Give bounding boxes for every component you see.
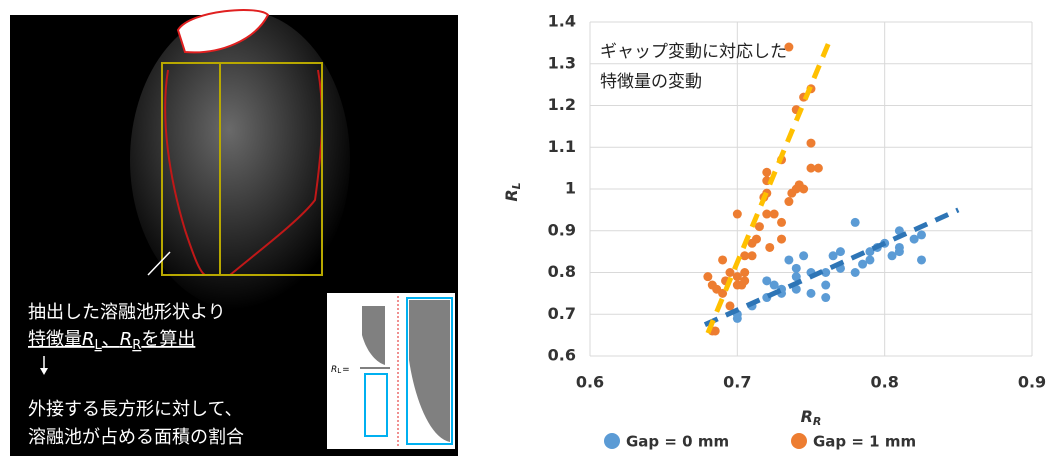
point — [807, 289, 816, 298]
point — [851, 218, 860, 227]
point — [851, 268, 860, 277]
point — [821, 293, 830, 302]
point — [807, 139, 816, 148]
point — [814, 164, 823, 173]
point — [765, 243, 774, 252]
point — [770, 210, 779, 219]
text: R — [120, 329, 133, 350]
caption-line: 外接する長方形に対して、 — [28, 399, 243, 420]
legend-label: Gap = 1 mm — [813, 433, 916, 451]
point — [784, 255, 793, 264]
y-tick-label: 1.1 — [548, 137, 576, 156]
y-tick-label: 1.4 — [548, 12, 576, 31]
text: 、 — [102, 329, 120, 350]
point — [821, 281, 830, 290]
chart: ギャップ変動に対応した 特徴量の変動 RR RL 0.60.70.80.911.… — [502, 12, 1047, 451]
inset-label: RL= — [331, 365, 350, 376]
trendline — [705, 210, 958, 325]
text: 特徴量 — [28, 329, 82, 350]
point — [770, 281, 779, 290]
annotation: ギャップ変動に対応した — [600, 42, 787, 62]
point — [777, 218, 786, 227]
point — [703, 272, 712, 281]
y-tick-label: 0.8 — [548, 262, 576, 281]
annotation: 特徴量の変動 — [600, 72, 702, 92]
subscript: L — [337, 367, 341, 375]
text: R — [801, 407, 813, 426]
point — [762, 168, 771, 177]
point — [784, 197, 793, 206]
text: R — [502, 189, 521, 201]
y-tick-label: 1.2 — [548, 95, 576, 114]
subscript: R — [132, 338, 141, 353]
point — [755, 222, 764, 231]
y-axis-label: RL — [502, 182, 524, 201]
subscript: R — [813, 415, 821, 428]
legend-label: Gap = 0 mm — [626, 433, 729, 451]
x-tick-label: 0.8 — [870, 373, 898, 392]
point — [733, 210, 742, 219]
point — [725, 301, 734, 310]
caption-line: 特徴量RL、RRを算出 — [28, 329, 195, 353]
y-tick-label: 0.9 — [548, 220, 576, 239]
point — [895, 243, 904, 252]
y-tick-label: 1 — [565, 179, 576, 198]
x-tick-label: 0.6 — [576, 373, 604, 392]
text: を算出 — [141, 329, 195, 350]
point — [799, 185, 808, 194]
point — [740, 276, 749, 285]
point — [865, 255, 874, 264]
legend-marker — [791, 433, 807, 449]
point — [917, 255, 926, 264]
x-tick-label: 0.7 — [723, 373, 751, 392]
x-tick-label: 0.9 — [1018, 373, 1046, 392]
point — [792, 264, 801, 273]
point — [917, 230, 926, 239]
point — [718, 255, 727, 264]
subscript: L — [510, 182, 523, 189]
y-tick-label: 0.7 — [548, 304, 576, 323]
point — [799, 251, 808, 260]
point — [752, 235, 761, 244]
point — [784, 43, 793, 52]
image-panel: 抽出した溶融池形状より 特徴量RL、RRを算出 外接する長方形に対して、 溶融池… — [10, 10, 458, 456]
point — [740, 268, 749, 277]
x-axis-label: RR — [801, 407, 822, 429]
point — [740, 251, 749, 260]
text: R — [82, 329, 95, 350]
point — [836, 247, 845, 256]
point — [777, 235, 786, 244]
text: = — [342, 365, 350, 375]
caption-line: 抽出した溶融池形状より — [28, 302, 226, 323]
legend-marker — [604, 433, 620, 449]
y-tick-label: 1.3 — [548, 53, 576, 72]
caption-line: 溶融池が占める面積の割合 — [28, 427, 244, 448]
y-tick-label: 0.6 — [548, 346, 576, 365]
page: 抽出した溶融池形状より 特徴量RL、RRを算出 外接する長方形に対して、 溶融池… — [0, 0, 1054, 456]
